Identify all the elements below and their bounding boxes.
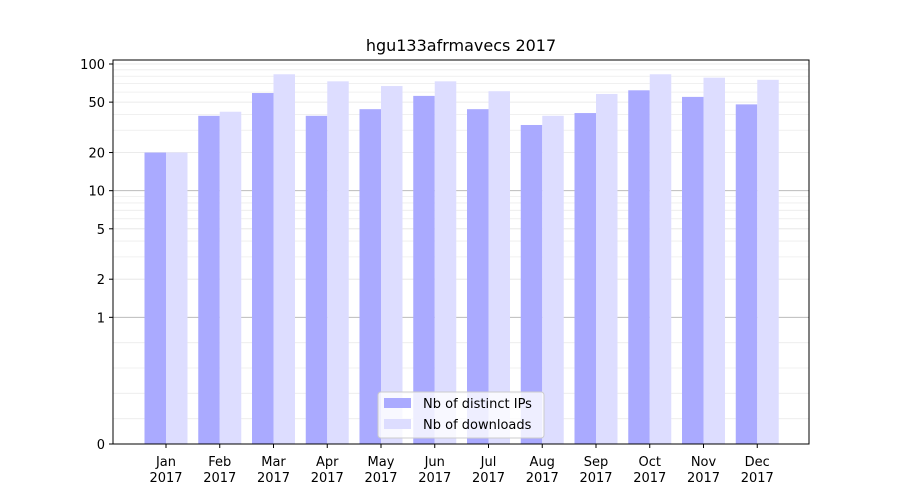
x-tick-label: 2017 bbox=[364, 471, 397, 486]
bar-distinct-ips bbox=[467, 109, 489, 444]
x-tick-label: Feb bbox=[208, 455, 231, 470]
y-tick-label: 0 bbox=[97, 438, 105, 453]
bar-distinct-ips bbox=[628, 90, 650, 444]
x-tick-label: Mar bbox=[261, 455, 286, 470]
y-tick-label: 1 bbox=[97, 311, 105, 326]
y-tick-label: 100 bbox=[80, 58, 105, 73]
x-tick-label: 2017 bbox=[418, 471, 451, 486]
x-tick-label: 2017 bbox=[526, 471, 559, 486]
x-tick-label: 2017 bbox=[311, 471, 344, 486]
plot-frame bbox=[112, 59, 810, 445]
x-tick-label: Jun bbox=[424, 455, 445, 470]
bar-distinct-ips bbox=[682, 96, 704, 444]
legend: Nb of distinct IPs Nb of downloads bbox=[377, 391, 545, 439]
x-axis: Jan2017Feb2017Mar2017Apr2017May2017Jun20… bbox=[149, 444, 774, 486]
legend-label: Nb of distinct IPs bbox=[423, 397, 532, 412]
bar-distinct-ips bbox=[359, 109, 381, 444]
y-tick-label: 10 bbox=[88, 185, 105, 200]
bar-distinct-ips bbox=[252, 93, 274, 444]
legend-box bbox=[377, 391, 545, 439]
y-tick-label: 2 bbox=[97, 273, 105, 288]
bar-distinct-ips bbox=[735, 104, 758, 445]
x-tick-label: Oct bbox=[639, 455, 661, 470]
bar-downloads bbox=[488, 91, 510, 444]
y-tick-label: 20 bbox=[88, 147, 105, 162]
x-tick-label: 2017 bbox=[149, 471, 182, 486]
x-tick-label: 2017 bbox=[741, 471, 774, 486]
legend-label: Nb of downloads bbox=[423, 418, 532, 433]
x-tick-label: 2017 bbox=[579, 471, 612, 486]
bar-downloads bbox=[219, 111, 242, 445]
y-axis: 0 1 2 5 10 20 50 100 bbox=[80, 58, 113, 453]
x-tick-label: Sep bbox=[584, 455, 609, 470]
bar-distinct-ips bbox=[144, 152, 166, 444]
legend-swatch bbox=[384, 419, 411, 429]
bar-downloads bbox=[542, 115, 564, 444]
x-tick-label: Aug bbox=[530, 455, 555, 470]
bar-downloads bbox=[596, 93, 618, 444]
bar-distinct-ips bbox=[413, 95, 435, 445]
legend-swatch bbox=[384, 398, 411, 408]
x-tick-label: 2017 bbox=[472, 471, 505, 486]
x-tick-label: Apr bbox=[316, 455, 339, 470]
bar-downloads bbox=[757, 79, 779, 445]
bar-downloads bbox=[381, 86, 403, 445]
x-tick-label: 2017 bbox=[257, 471, 290, 486]
x-tick-label: Dec bbox=[745, 455, 770, 470]
bar-downloads bbox=[703, 77, 725, 444]
x-tick-label: Jan bbox=[155, 455, 176, 470]
bar-downloads bbox=[273, 74, 295, 444]
bar-downloads bbox=[434, 81, 457, 444]
y-tick-label: 50 bbox=[88, 96, 105, 111]
y-tick-label: 5 bbox=[97, 223, 105, 238]
bar-distinct-ips bbox=[520, 124, 543, 445]
x-tick-label: Jul bbox=[480, 455, 497, 470]
x-tick-label: 2017 bbox=[687, 471, 720, 486]
chart-title: hgu133afrmavecs 2017 bbox=[366, 36, 556, 55]
bar-distinct-ips bbox=[198, 115, 220, 444]
bar-downloads bbox=[166, 152, 188, 444]
bar-downloads bbox=[327, 81, 349, 444]
bar-distinct-ips bbox=[305, 115, 328, 444]
x-tick-label: 2017 bbox=[203, 471, 236, 486]
x-tick-label: May bbox=[368, 455, 395, 470]
bar-distinct-ips bbox=[574, 113, 596, 445]
bars bbox=[144, 74, 779, 445]
x-tick-label: 2017 bbox=[633, 471, 666, 486]
x-tick-label: Nov bbox=[691, 455, 717, 470]
bar-downloads bbox=[649, 74, 672, 444]
